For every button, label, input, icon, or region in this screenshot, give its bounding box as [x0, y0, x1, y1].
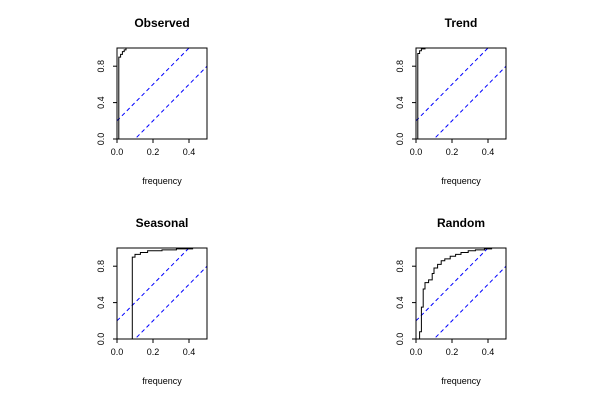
- lower-confidence-line: [433, 265, 506, 339]
- x-axis-label: frequency: [441, 376, 481, 386]
- panel-title: Random: [437, 216, 485, 230]
- x-axis-label: frequency: [142, 176, 182, 186]
- cumulative-periodogram-line: [416, 248, 506, 339]
- confidence-band: [416, 248, 506, 339]
- y-tick-label: 0.0: [395, 333, 405, 346]
- y-tick-label: 0.0: [395, 133, 405, 146]
- cumulative-periodogram-line: [117, 248, 207, 339]
- upper-confidence-line: [416, 48, 489, 122]
- x-tick-label: 0.2: [446, 147, 459, 157]
- lower-confidence-line: [134, 265, 207, 339]
- panel-title: Trend: [445, 16, 478, 30]
- x-tick-label: 0.2: [147, 147, 160, 157]
- upper-confidence-line: [117, 248, 190, 322]
- x-tick-label: 0.0: [111, 147, 124, 157]
- x-tick-label: 0.0: [111, 347, 124, 357]
- y-tick-label: 0.0: [96, 133, 106, 146]
- panel-random: Random 0.0 0.2 0.4 0.0 0.4 0.8 frequency: [395, 216, 507, 386]
- cumulative-periodogram-line: [416, 48, 506, 139]
- upper-confidence-line: [117, 48, 190, 122]
- plot-frame: [415, 247, 507, 340]
- cumulative-periodogram-line: [117, 48, 207, 139]
- upper-confidence-line: [416, 248, 489, 322]
- panel-title: Observed: [134, 16, 189, 30]
- y-tick-label: 0.8: [395, 260, 405, 273]
- x-tick-label: 0.2: [446, 347, 459, 357]
- x-tick-label: 0.4: [482, 147, 495, 157]
- x-tick-label: 0.0: [410, 347, 423, 357]
- x-tick-label: 0.0: [410, 147, 423, 157]
- lower-confidence-line: [433, 65, 506, 139]
- x-axis-label: frequency: [441, 176, 481, 186]
- plot-frame: [116, 47, 208, 140]
- panel-trend: Trend 0.0 0.2 0.4 0.0 0.4 0.8 frequency: [395, 16, 507, 186]
- confidence-band: [117, 248, 207, 339]
- plot-frame: [116, 247, 208, 340]
- x-tick-label: 0.4: [183, 347, 196, 357]
- x-axis-label: frequency: [142, 376, 182, 386]
- panel-title: Seasonal: [136, 216, 189, 230]
- confidence-band: [117, 48, 207, 139]
- plot-frame: [415, 47, 507, 140]
- y-tick-label: 0.0: [96, 333, 106, 346]
- panel-seasonal: Seasonal 0.0 0.2 0.4 0.0 0.4 0.8 frequency: [96, 216, 208, 386]
- y-tick-label: 0.8: [96, 260, 106, 273]
- y-tick-label: 0.8: [96, 60, 106, 73]
- y-tick-label: 0.4: [96, 96, 106, 109]
- y-tick-label: 0.4: [395, 96, 405, 109]
- y-tick-label: 0.4: [395, 296, 405, 309]
- x-tick-label: 0.4: [482, 347, 495, 357]
- y-tick-label: 0.8: [395, 60, 405, 73]
- confidence-band: [416, 48, 506, 139]
- x-tick-label: 0.4: [183, 147, 196, 157]
- y-tick-label: 0.4: [96, 296, 106, 309]
- lower-confidence-line: [134, 65, 207, 139]
- x-tick-label: 0.2: [147, 347, 160, 357]
- panel-observed: Observed 0.0 0.2 0.4 0.0 0.4 0.8 frequency: [96, 16, 208, 186]
